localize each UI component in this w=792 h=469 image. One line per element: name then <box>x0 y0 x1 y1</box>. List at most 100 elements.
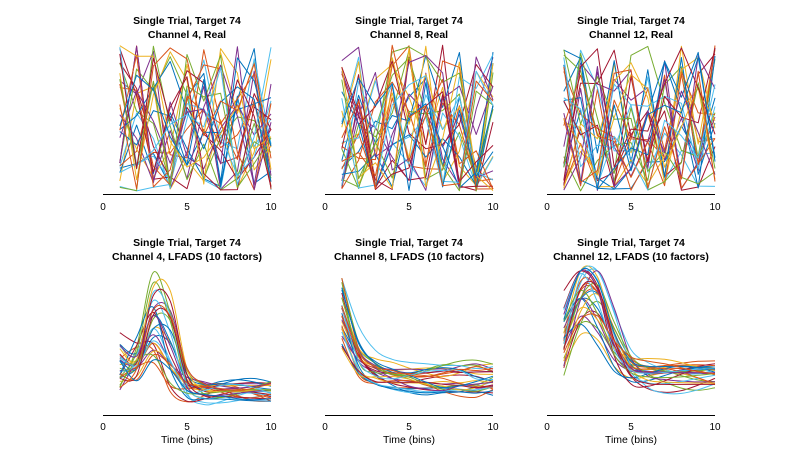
series-line <box>563 267 716 369</box>
series-line <box>563 45 716 185</box>
panel-4: Single Trial, Target 74 Channel 4, LFADS … <box>100 237 277 446</box>
series-line <box>563 73 716 187</box>
panel-3: Single Trial, Target 74 Channel 12, Real 0… <box>544 15 721 213</box>
panel-6: Single Trial, Target 74 Channel 12, LFADS… <box>544 237 721 446</box>
traces <box>119 271 272 406</box>
series-line <box>119 307 272 400</box>
series-line <box>341 292 494 384</box>
series-line <box>563 66 716 189</box>
x-tick-label: 0 <box>100 422 106 433</box>
x-tick-label: 0 <box>322 202 328 213</box>
panel-5: Single Trial, Target 74 Channel 8, LFADS … <box>322 237 499 446</box>
series-line <box>563 310 716 393</box>
series-line <box>563 66 716 187</box>
series-line <box>119 350 272 391</box>
series-line <box>341 70 494 189</box>
x-tick-label: 5 <box>628 422 634 433</box>
series-line <box>563 282 716 385</box>
series-line <box>341 328 494 384</box>
series-line <box>341 278 494 370</box>
traces <box>563 265 716 395</box>
series-line <box>341 74 494 189</box>
series-line <box>341 46 494 190</box>
panel-subtitle: Channel 8, LFADS (10 factors) <box>334 251 484 263</box>
x-tick-label: 10 <box>709 422 721 433</box>
series-line <box>563 300 716 391</box>
series-line <box>563 47 716 191</box>
x-tick-label: 10 <box>265 202 277 213</box>
series-line <box>341 305 494 392</box>
series-line <box>563 313 716 375</box>
series-line <box>119 46 272 190</box>
panel-subtitle: Channel 4, Real <box>148 29 226 41</box>
panel-title: Single Trial, Target 74 <box>133 237 241 249</box>
series-line <box>563 306 716 372</box>
x-tick-label: 5 <box>406 202 412 213</box>
x-tick-label: 10 <box>265 422 277 433</box>
series-line <box>119 47 272 190</box>
panel-1: Single Trial, Target 74 Channel 4, Real 0 5… <box>100 15 277 213</box>
series-line <box>341 306 494 381</box>
series-line <box>119 45 272 168</box>
series-line <box>119 304 272 391</box>
series-line <box>341 72 494 191</box>
panel-subtitle: Channel 12, Real <box>589 29 673 41</box>
panel-title: Single Trial, Target 74 <box>577 237 685 249</box>
series-line <box>119 57 272 183</box>
series-line <box>341 47 494 191</box>
series-line <box>563 62 716 189</box>
series-line <box>341 77 494 191</box>
series-line <box>563 57 716 170</box>
series-line <box>119 100 272 181</box>
panel-subtitle: Channel 12, LFADS (10 factors) <box>553 251 709 263</box>
series-line <box>119 278 272 393</box>
panel-2: Single Trial, Target 74 Channel 8, Real 0 5… <box>322 15 499 213</box>
x-axis-label: Time (bins) <box>161 434 213 446</box>
panel-subtitle: Channel 4, LFADS (10 factors) <box>112 251 262 263</box>
series-line <box>341 287 494 389</box>
series-line <box>341 103 494 189</box>
panel-title: Single Trial, Target 74 <box>355 15 463 27</box>
series-line <box>341 79 494 192</box>
series-line <box>563 56 716 189</box>
traces <box>341 44 494 192</box>
x-tick-label: 5 <box>184 202 190 213</box>
series-line <box>563 280 715 385</box>
x-tick-label: 0 <box>322 422 328 433</box>
series-line <box>563 269 715 374</box>
x-tick-label: 0 <box>544 202 550 213</box>
x-tick-label: 10 <box>709 202 721 213</box>
series-line <box>563 265 716 375</box>
x-axis-label: Time (bins) <box>383 434 435 446</box>
x-tick-label: 10 <box>487 202 499 213</box>
series-line <box>563 284 716 369</box>
series-line <box>563 289 716 379</box>
panel-subtitle: Channel 8, Real <box>370 29 448 41</box>
series-line <box>341 331 494 393</box>
series-line <box>563 84 716 191</box>
panel-title: Single Trial, Target 74 <box>133 15 241 27</box>
series-line <box>341 305 494 378</box>
series-line <box>563 269 716 385</box>
x-tick-label: 5 <box>628 202 634 213</box>
series-line <box>563 268 716 395</box>
traces <box>119 45 272 192</box>
x-tick-label: 5 <box>406 422 412 433</box>
series-line <box>119 306 272 402</box>
panel-title: Single Trial, Target 74 <box>355 237 463 249</box>
x-tick-label: 0 <box>544 422 550 433</box>
x-tick-label: 10 <box>487 422 499 433</box>
x-tick-label: 0 <box>100 202 106 213</box>
series-line <box>119 48 272 190</box>
series-line <box>119 48 272 191</box>
series-line <box>563 57 716 188</box>
series-line <box>119 54 272 191</box>
series-line <box>341 343 494 394</box>
series-line <box>119 53 272 188</box>
series-line <box>563 45 716 174</box>
series-line <box>341 345 494 389</box>
series-line <box>341 44 494 190</box>
traces <box>563 45 716 192</box>
series-line <box>563 74 716 180</box>
